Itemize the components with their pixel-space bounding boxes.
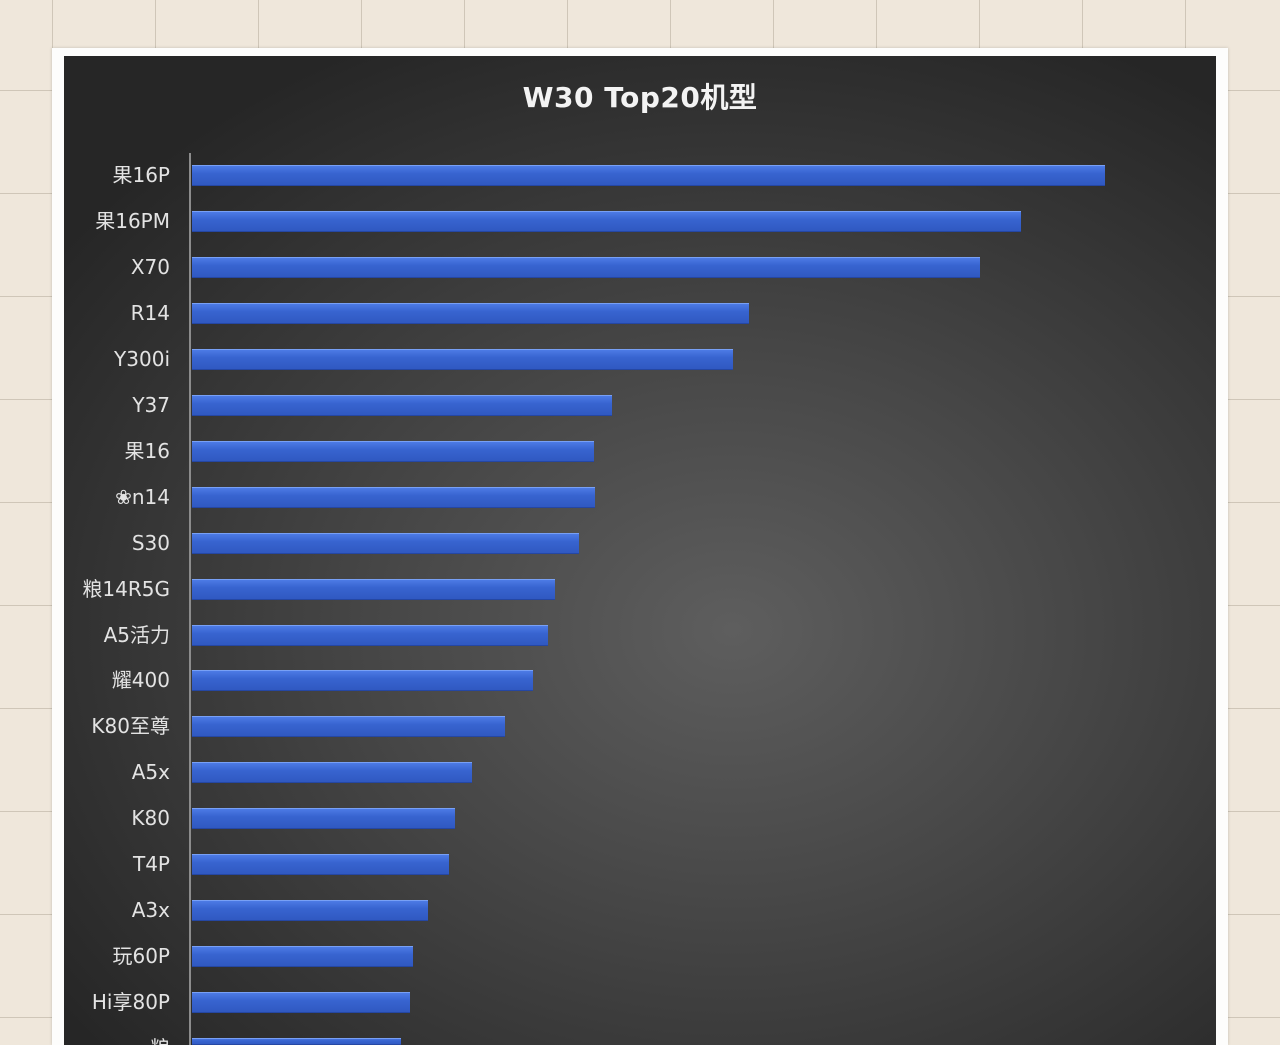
bar-12 xyxy=(192,670,533,691)
category-label-3: X70 xyxy=(130,257,170,278)
category-label-4: R14 xyxy=(130,303,170,324)
category-label-13: K80至尊 xyxy=(91,716,170,737)
category-label-9: S30 xyxy=(131,533,170,554)
category-label-10: 粮14R5G xyxy=(82,579,170,600)
bar-15 xyxy=(192,808,455,829)
bar-20 xyxy=(192,1038,401,1045)
category-label-1: 果16P xyxy=(112,165,170,186)
bar-5 xyxy=(192,349,733,370)
bar-16 xyxy=(192,854,449,875)
category-label-12: 耀400 xyxy=(111,670,170,691)
bar-2 xyxy=(192,211,1021,232)
bar-19 xyxy=(192,992,410,1013)
category-label-8: ❀n14 xyxy=(115,487,170,508)
bar-11 xyxy=(192,625,548,646)
bar-4 xyxy=(192,303,749,324)
category-label-15: K80 xyxy=(131,808,170,829)
bar-6 xyxy=(192,395,612,416)
category-label-14: A5x xyxy=(131,762,170,783)
category-label-19: Hi享80P xyxy=(91,992,170,1013)
category-label-16: T4P xyxy=(132,854,170,875)
bar-7 xyxy=(192,441,594,462)
category-label-18: 玩60P xyxy=(112,946,170,967)
bar-14 xyxy=(192,762,472,783)
category-label-20: 粮 xyxy=(64,1038,170,1045)
chart-panel: W30 Top20机型 果16P 果16PM X70 R14 Y300i Y37 果16 ❀n… xyxy=(64,56,1216,1045)
bar-13 xyxy=(192,716,505,737)
bar-18 xyxy=(192,946,413,967)
category-label-7: 果16 xyxy=(124,441,170,462)
bar-1 xyxy=(192,165,1105,186)
category-label-11: A5活力 xyxy=(103,625,170,646)
bar-8 xyxy=(192,487,595,508)
category-label-5: Y300i xyxy=(114,349,170,370)
bar-3 xyxy=(192,257,980,278)
category-label-2: 果16PM xyxy=(95,211,170,232)
category-label-17: A3x xyxy=(131,900,170,921)
y-axis-line xyxy=(189,153,191,1045)
category-label-6: Y37 xyxy=(132,395,170,416)
bar-10 xyxy=(192,579,555,600)
bar-17 xyxy=(192,900,428,921)
chart-title: W30 Top20机型 xyxy=(522,81,758,114)
bar-9 xyxy=(192,533,579,554)
